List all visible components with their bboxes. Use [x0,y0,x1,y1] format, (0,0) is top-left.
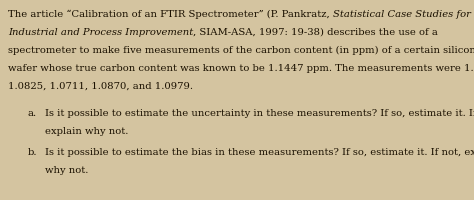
Text: Industrial and Process Improvement: Industrial and Process Improvement [8,28,193,37]
Text: 1.0825, 1.0711, 1.0870, and 1.0979.: 1.0825, 1.0711, 1.0870, and 1.0979. [8,82,193,91]
Text: b.: b. [28,148,37,157]
Text: spectrometer to make five measurements of the carbon content (in ppm) of a certa: spectrometer to make five measurements o… [8,46,474,55]
Text: explain why not.: explain why not. [45,127,128,136]
Text: wafer whose true carbon content was known to be 1.1447 ppm. The measurements wer: wafer whose true carbon content was know… [8,64,474,73]
Text: , SIAM-ASA, 1997: 19-38) describes the use of a: , SIAM-ASA, 1997: 19-38) describes the u… [193,28,438,37]
Text: why not.: why not. [45,166,88,175]
Text: The article “Calibration of an FTIR Spectrometer” (P. Pankratz,: The article “Calibration of an FTIR Spec… [8,10,333,19]
Text: a.: a. [28,109,37,118]
Text: Statistical Case Studies for: Statistical Case Studies for [333,10,471,19]
Text: Is it possible to estimate the uncertainty in these measurements? If so, estimat: Is it possible to estimate the uncertain… [45,109,474,118]
Text: Is it possible to estimate the bias in these measurements? If so, estimate it. I: Is it possible to estimate the bias in t… [45,148,474,157]
